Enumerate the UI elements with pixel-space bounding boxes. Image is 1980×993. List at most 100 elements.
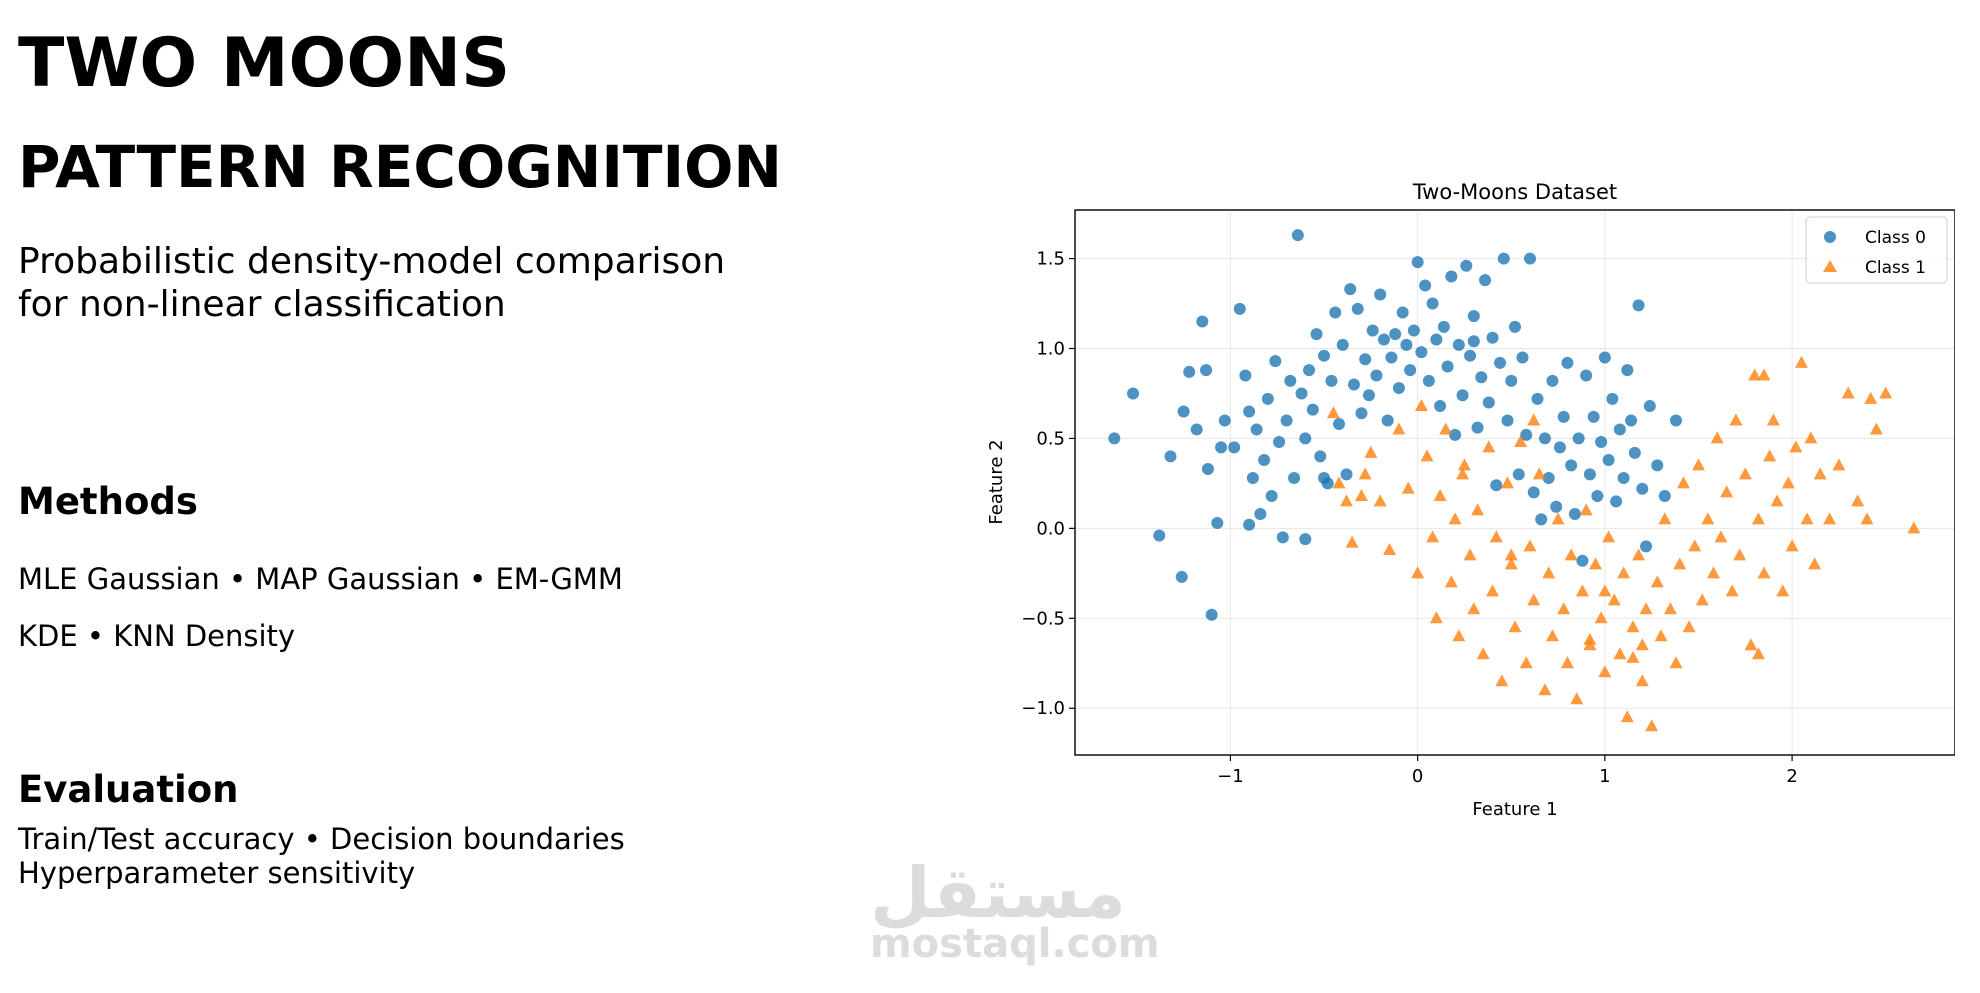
data-point-class-0 <box>1494 356 1507 369</box>
description-line: for non-linear classification <box>18 284 506 325</box>
data-point-class-0 <box>1580 369 1593 382</box>
data-point-class-1 <box>1832 458 1846 471</box>
data-point-class-1 <box>1823 512 1837 525</box>
data-point-class-0 <box>1426 297 1439 310</box>
methods-line: KDE • KNN Density <box>18 619 296 653</box>
data-point-class-1 <box>1751 512 1765 525</box>
data-point-class-1 <box>1373 494 1387 507</box>
data-point-class-0 <box>1591 489 1604 502</box>
description-line: Probabilistic density-model comparison <box>18 241 726 282</box>
data-point-class-1 <box>1383 542 1397 555</box>
data-point-class-0 <box>1501 414 1514 427</box>
x-axis-label: Feature 1 <box>1472 799 1557 820</box>
data-point-class-1 <box>1583 632 1597 645</box>
data-point-class-0 <box>1531 392 1544 405</box>
data-point-class-1 <box>1770 494 1784 507</box>
data-point-class-0 <box>1553 441 1566 454</box>
data-point-class-1 <box>1757 566 1771 579</box>
data-point-class-1 <box>1808 557 1822 570</box>
data-point-class-1 <box>1575 584 1589 597</box>
evaluation-line: Hyperparameter sensitivity <box>18 856 416 890</box>
data-point-class-1 <box>1632 548 1646 561</box>
data-point-class-0 <box>1291 229 1304 242</box>
data-point-class-1 <box>1688 539 1702 552</box>
data-point-class-0 <box>1610 495 1623 508</box>
data-point-class-0 <box>1288 472 1301 485</box>
data-point-class-1 <box>1650 575 1664 588</box>
data-point-class-1 <box>1677 476 1691 489</box>
data-point-class-1 <box>1538 683 1552 696</box>
data-point-class-1 <box>1691 458 1705 471</box>
data-point-class-1 <box>1841 386 1855 399</box>
data-point-class-0 <box>1201 463 1214 476</box>
x-tick-label: 2 <box>1786 766 1797 787</box>
data-point-class-0 <box>1205 608 1218 621</box>
data-point-class-0 <box>1276 531 1289 544</box>
data-point-class-0 <box>1520 428 1533 441</box>
data-point-class-0 <box>1318 472 1331 485</box>
data-point-class-0 <box>1362 389 1375 402</box>
data-point-class-1 <box>1345 535 1359 548</box>
data-point-class-1 <box>1504 557 1518 570</box>
data-point-class-0 <box>1243 405 1256 418</box>
data-point-class-1 <box>1695 593 1709 606</box>
data-point-class-0 <box>1351 302 1364 315</box>
data-point-class-0 <box>1254 507 1267 520</box>
data-point-class-0 <box>1452 338 1465 351</box>
watermark: مستقل mostaql.com <box>870 858 1160 964</box>
data-point-class-1 <box>1486 584 1500 597</box>
data-point-class-0 <box>1366 324 1379 337</box>
data-point-class-0 <box>1509 320 1521 333</box>
data-point-class-1 <box>1476 647 1490 660</box>
data-point-class-1 <box>1626 650 1640 663</box>
data-point-class-1 <box>1776 584 1790 597</box>
data-point-class-0 <box>1445 270 1458 283</box>
y-tick-label: 0.0 <box>1036 518 1065 539</box>
data-point-class-1 <box>1607 593 1621 606</box>
data-point-class-0 <box>1250 423 1263 436</box>
data-point-class-0 <box>1497 252 1510 265</box>
data-point-class-1 <box>1673 557 1687 570</box>
data-point-class-0 <box>1411 256 1424 269</box>
data-point-class-0 <box>1419 279 1432 292</box>
data-point-class-0 <box>1336 338 1349 351</box>
data-point-class-1 <box>1864 391 1878 404</box>
data-point-class-0 <box>1475 371 1488 384</box>
data-point-class-1 <box>1557 602 1571 615</box>
y-tick-label: 0.5 <box>1036 428 1065 449</box>
data-point-class-0 <box>1568 507 1581 520</box>
data-point-class-0 <box>1370 369 1383 382</box>
data-point-class-0 <box>1576 554 1589 567</box>
data-point-class-0 <box>1460 259 1473 272</box>
x-tick-label: 0 <box>1412 766 1423 787</box>
x-tick-label: −1 <box>1217 766 1244 787</box>
evaluation-line: Train/Test accuracy • Decision boundarie… <box>18 822 625 856</box>
data-point-class-0 <box>1464 349 1477 362</box>
data-point-class-0 <box>1628 446 1641 459</box>
data-point-class-1 <box>1617 566 1631 579</box>
data-point-class-1 <box>1501 476 1515 489</box>
data-point-class-1 <box>1800 512 1814 525</box>
data-point-class-0 <box>1550 500 1563 513</box>
data-point-class-1 <box>1860 512 1874 525</box>
data-point-class-1 <box>1532 467 1546 480</box>
data-point-class-1 <box>1452 629 1466 642</box>
data-point-class-1 <box>1620 710 1634 723</box>
data-point-class-1 <box>1879 386 1893 399</box>
data-point-class-1 <box>1570 692 1584 705</box>
data-point-class-1 <box>1414 399 1428 412</box>
data-point-class-0 <box>1325 374 1338 387</box>
data-point-class-0 <box>1177 405 1190 418</box>
data-point-class-1 <box>1364 445 1378 458</box>
data-point-class-1 <box>1339 494 1353 507</box>
data-point-class-0 <box>1467 310 1480 323</box>
data-point-class-0 <box>1538 432 1551 445</box>
data-point-class-1 <box>1420 449 1434 462</box>
data-point-class-0 <box>1381 414 1394 427</box>
data-point-class-0 <box>1355 407 1368 420</box>
data-point-class-0 <box>1306 403 1319 416</box>
data-point-class-0 <box>1636 482 1649 495</box>
data-point-class-1 <box>1757 368 1771 381</box>
data-point-class-1 <box>1682 620 1696 633</box>
data-point-class-1 <box>1710 431 1724 444</box>
